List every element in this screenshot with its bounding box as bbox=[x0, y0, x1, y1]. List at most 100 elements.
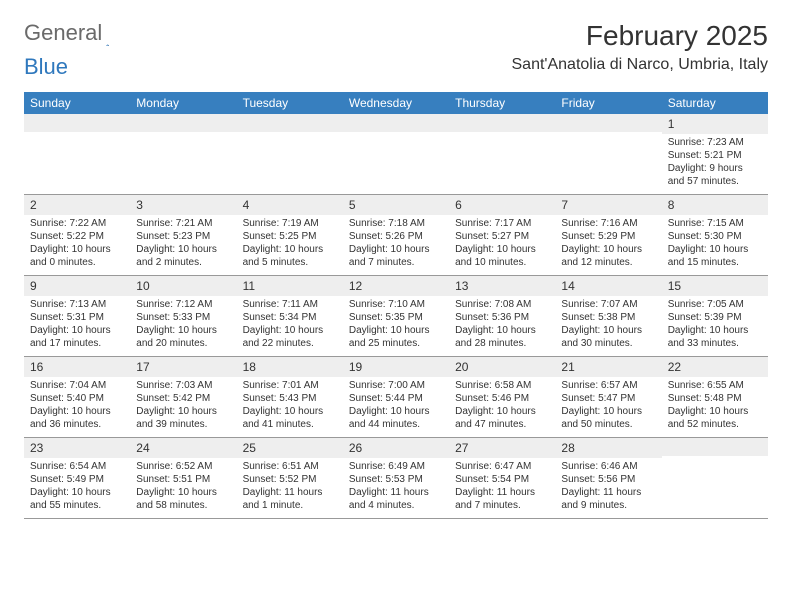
day-line: Sunrise: 7:00 AM bbox=[349, 379, 443, 392]
dayhead-sat: Saturday bbox=[662, 92, 768, 114]
day-number: 24 bbox=[130, 438, 236, 458]
day-number: 23 bbox=[24, 438, 130, 458]
day-line: and 41 minutes. bbox=[243, 418, 337, 431]
day-line: and 58 minutes. bbox=[136, 499, 230, 512]
day-line: and 28 minutes. bbox=[455, 337, 549, 350]
day-line: Sunrise: 7:21 AM bbox=[136, 217, 230, 230]
day-line: Daylight: 10 hours bbox=[30, 405, 124, 418]
day-line: and 47 minutes. bbox=[455, 418, 549, 431]
day-line: Sunset: 5:49 PM bbox=[30, 473, 124, 486]
day-body bbox=[343, 132, 449, 190]
week-row: 2Sunrise: 7:22 AMSunset: 5:22 PMDaylight… bbox=[24, 195, 768, 276]
day-line: Sunset: 5:44 PM bbox=[349, 392, 443, 405]
day-line: Daylight: 10 hours bbox=[349, 324, 443, 337]
day-line: Sunrise: 7:03 AM bbox=[136, 379, 230, 392]
day-cell: 3Sunrise: 7:21 AMSunset: 5:23 PMDaylight… bbox=[130, 195, 236, 276]
day-body: Sunrise: 6:47 AMSunset: 5:54 PMDaylight:… bbox=[449, 458, 555, 518]
day-line: Sunrise: 6:49 AM bbox=[349, 460, 443, 473]
day-line: Sunrise: 7:18 AM bbox=[349, 217, 443, 230]
day-line: Sunrise: 7:16 AM bbox=[561, 217, 655, 230]
day-cell bbox=[449, 114, 555, 195]
day-body: Sunrise: 7:13 AMSunset: 5:31 PMDaylight:… bbox=[24, 296, 130, 356]
day-body: Sunrise: 7:22 AMSunset: 5:22 PMDaylight:… bbox=[24, 215, 130, 275]
day-cell: 5Sunrise: 7:18 AMSunset: 5:26 PMDaylight… bbox=[343, 195, 449, 276]
day-cell: 2Sunrise: 7:22 AMSunset: 5:22 PMDaylight… bbox=[24, 195, 130, 276]
day-cell: 27Sunrise: 6:47 AMSunset: 5:54 PMDayligh… bbox=[449, 438, 555, 519]
day-line: Daylight: 10 hours bbox=[243, 324, 337, 337]
day-line: Sunset: 5:35 PM bbox=[349, 311, 443, 324]
day-line: Daylight: 10 hours bbox=[668, 243, 762, 256]
day-line: and 15 minutes. bbox=[668, 256, 762, 269]
day-line: Sunset: 5:56 PM bbox=[561, 473, 655, 486]
day-number: 14 bbox=[555, 276, 661, 296]
day-number: 7 bbox=[555, 195, 661, 215]
day-number bbox=[555, 114, 661, 132]
day-line: and 4 minutes. bbox=[349, 499, 443, 512]
day-body: Sunrise: 7:00 AMSunset: 5:44 PMDaylight:… bbox=[343, 377, 449, 437]
day-line: and 1 minute. bbox=[243, 499, 337, 512]
day-header-row: Sunday Monday Tuesday Wednesday Thursday… bbox=[24, 92, 768, 114]
day-cell bbox=[343, 114, 449, 195]
day-body: Sunrise: 7:23 AMSunset: 5:21 PMDaylight:… bbox=[662, 134, 768, 194]
day-number: 6 bbox=[449, 195, 555, 215]
day-line: Sunrise: 7:13 AM bbox=[30, 298, 124, 311]
day-line: and 5 minutes. bbox=[243, 256, 337, 269]
day-cell: 22Sunrise: 6:55 AMSunset: 5:48 PMDayligh… bbox=[662, 357, 768, 438]
day-number: 25 bbox=[237, 438, 343, 458]
day-cell: 19Sunrise: 7:00 AMSunset: 5:44 PMDayligh… bbox=[343, 357, 449, 438]
day-cell: 11Sunrise: 7:11 AMSunset: 5:34 PMDayligh… bbox=[237, 276, 343, 357]
dayhead-tue: Tuesday bbox=[237, 92, 343, 114]
day-line: Sunset: 5:40 PM bbox=[30, 392, 124, 405]
day-line: Sunrise: 6:47 AM bbox=[455, 460, 549, 473]
day-number: 16 bbox=[24, 357, 130, 377]
day-body: Sunrise: 7:12 AMSunset: 5:33 PMDaylight:… bbox=[130, 296, 236, 356]
day-line: Sunset: 5:39 PM bbox=[668, 311, 762, 324]
day-cell: 23Sunrise: 6:54 AMSunset: 5:49 PMDayligh… bbox=[24, 438, 130, 519]
day-line: and 36 minutes. bbox=[30, 418, 124, 431]
calendar-table: Sunday Monday Tuesday Wednesday Thursday… bbox=[24, 92, 768, 519]
day-line: and 10 minutes. bbox=[455, 256, 549, 269]
day-line: Sunrise: 7:05 AM bbox=[668, 298, 762, 311]
week-row: 23Sunrise: 6:54 AMSunset: 5:49 PMDayligh… bbox=[24, 438, 768, 519]
dayhead-sun: Sunday bbox=[24, 92, 130, 114]
day-cell bbox=[130, 114, 236, 195]
day-cell: 8Sunrise: 7:15 AMSunset: 5:30 PMDaylight… bbox=[662, 195, 768, 276]
day-line: and 30 minutes. bbox=[561, 337, 655, 350]
logo-text-general: General bbox=[24, 20, 102, 46]
day-line: and 25 minutes. bbox=[349, 337, 443, 350]
week-row: 16Sunrise: 7:04 AMSunset: 5:40 PMDayligh… bbox=[24, 357, 768, 438]
day-line: Daylight: 10 hours bbox=[561, 324, 655, 337]
day-line: Daylight: 10 hours bbox=[455, 243, 549, 256]
day-number: 9 bbox=[24, 276, 130, 296]
day-body: Sunrise: 7:21 AMSunset: 5:23 PMDaylight:… bbox=[130, 215, 236, 275]
day-line: Sunset: 5:27 PM bbox=[455, 230, 549, 243]
day-number bbox=[449, 114, 555, 132]
day-line: Sunset: 5:38 PM bbox=[561, 311, 655, 324]
day-line: and 57 minutes. bbox=[668, 175, 762, 188]
day-body: Sunrise: 7:04 AMSunset: 5:40 PMDaylight:… bbox=[24, 377, 130, 437]
day-body: Sunrise: 7:07 AMSunset: 5:38 PMDaylight:… bbox=[555, 296, 661, 356]
day-body: Sunrise: 6:54 AMSunset: 5:49 PMDaylight:… bbox=[24, 458, 130, 518]
day-line: Sunset: 5:42 PM bbox=[136, 392, 230, 405]
day-line: Sunrise: 6:58 AM bbox=[455, 379, 549, 392]
day-line: Sunset: 5:23 PM bbox=[136, 230, 230, 243]
day-body bbox=[449, 132, 555, 190]
day-line: Daylight: 10 hours bbox=[455, 405, 549, 418]
day-line: Sunrise: 7:01 AM bbox=[243, 379, 337, 392]
day-cell: 14Sunrise: 7:07 AMSunset: 5:38 PMDayligh… bbox=[555, 276, 661, 357]
day-number: 4 bbox=[237, 195, 343, 215]
day-number: 8 bbox=[662, 195, 768, 215]
day-line: and 7 minutes. bbox=[455, 499, 549, 512]
day-line: Daylight: 9 hours bbox=[668, 162, 762, 175]
day-number: 10 bbox=[130, 276, 236, 296]
day-line: Sunrise: 6:52 AM bbox=[136, 460, 230, 473]
day-body: Sunrise: 7:19 AMSunset: 5:25 PMDaylight:… bbox=[237, 215, 343, 275]
day-number: 12 bbox=[343, 276, 449, 296]
day-line: Sunset: 5:48 PM bbox=[668, 392, 762, 405]
day-body: Sunrise: 7:18 AMSunset: 5:26 PMDaylight:… bbox=[343, 215, 449, 275]
day-body: Sunrise: 7:11 AMSunset: 5:34 PMDaylight:… bbox=[237, 296, 343, 356]
day-cell: 21Sunrise: 6:57 AMSunset: 5:47 PMDayligh… bbox=[555, 357, 661, 438]
day-number bbox=[343, 114, 449, 132]
day-cell: 1Sunrise: 7:23 AMSunset: 5:21 PMDaylight… bbox=[662, 114, 768, 195]
day-number: 15 bbox=[662, 276, 768, 296]
